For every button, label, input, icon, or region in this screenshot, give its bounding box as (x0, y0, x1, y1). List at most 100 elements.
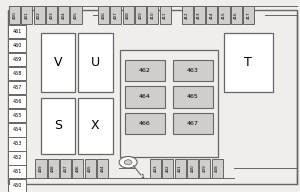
Text: 448: 448 (51, 165, 55, 172)
Text: 441: 441 (178, 165, 182, 172)
Bar (194, 6, 205, 24)
Bar (8, 179, 26, 192)
Text: 452: 452 (12, 155, 22, 161)
Bar (8, 95, 26, 108)
Text: 412: 412 (185, 11, 189, 19)
Bar (182, 6, 193, 24)
Text: 1: 1 (141, 174, 144, 179)
Text: 401: 401 (25, 11, 29, 19)
Bar (160, 6, 171, 24)
Text: 451: 451 (12, 169, 22, 175)
Text: X: X (91, 119, 100, 132)
Text: 457: 457 (12, 85, 22, 90)
Text: 406: 406 (102, 11, 106, 19)
Text: 411: 411 (163, 11, 167, 19)
Text: 463: 463 (187, 68, 199, 73)
Bar (187, 159, 198, 178)
Bar (35, 159, 46, 178)
Text: 459: 459 (13, 57, 22, 62)
Bar (8, 81, 26, 94)
Text: 443: 443 (154, 165, 158, 172)
Text: 410: 410 (151, 11, 155, 19)
Text: 440: 440 (190, 165, 194, 172)
Text: 461: 461 (12, 29, 22, 34)
Bar (85, 159, 96, 178)
Text: S: S (54, 119, 62, 132)
Bar (162, 159, 173, 178)
Bar (8, 137, 26, 151)
Bar (124, 60, 165, 81)
Bar (123, 6, 134, 24)
Text: 413: 413 (197, 11, 201, 19)
Text: 456: 456 (12, 99, 22, 104)
Text: V: V (53, 56, 62, 69)
Bar (172, 86, 213, 108)
Text: 407: 407 (114, 11, 118, 19)
Bar (150, 159, 161, 178)
Bar (8, 123, 26, 137)
Text: 439: 439 (203, 165, 207, 172)
Bar (135, 6, 146, 24)
Text: 447: 447 (64, 165, 68, 172)
Bar (110, 6, 122, 24)
Text: 408: 408 (126, 11, 130, 19)
Bar (243, 6, 254, 24)
Bar (206, 6, 217, 24)
Bar (8, 25, 26, 38)
Bar (8, 151, 26, 165)
Bar (34, 6, 45, 24)
Text: 458: 458 (12, 71, 22, 76)
Bar (98, 6, 109, 24)
Text: 442: 442 (166, 165, 170, 172)
Bar (9, 6, 20, 24)
Text: 446: 446 (76, 165, 80, 172)
Bar (72, 159, 83, 178)
Bar (8, 165, 26, 179)
Bar (199, 159, 210, 178)
Text: U: U (91, 56, 100, 69)
Text: 453: 453 (12, 141, 22, 146)
Text: 450: 450 (12, 183, 22, 189)
Text: 405: 405 (74, 11, 78, 19)
Bar (224, 33, 273, 92)
Bar (97, 159, 108, 178)
Bar (58, 6, 69, 24)
Text: 467: 467 (187, 121, 199, 126)
Bar (48, 159, 59, 178)
Bar (40, 33, 75, 92)
Bar (21, 6, 32, 24)
Text: 445: 445 (88, 165, 92, 172)
Text: 404: 404 (62, 11, 66, 19)
Bar (218, 6, 230, 24)
Bar (8, 67, 26, 80)
Bar (212, 159, 223, 178)
Circle shape (119, 156, 137, 168)
Bar (78, 98, 112, 154)
Text: 403: 403 (50, 11, 53, 19)
Text: 416: 416 (234, 11, 238, 19)
Text: 415: 415 (222, 11, 226, 19)
Bar (8, 39, 26, 52)
Text: 449: 449 (39, 165, 43, 172)
Circle shape (124, 160, 132, 165)
Bar (8, 109, 26, 122)
Bar (78, 33, 112, 92)
Text: 444: 444 (100, 165, 104, 172)
Bar (172, 113, 213, 134)
Text: 417: 417 (247, 11, 250, 19)
Bar (60, 159, 71, 178)
Bar (8, 53, 26, 66)
Text: 409: 409 (139, 11, 142, 19)
Text: 464: 464 (139, 94, 151, 99)
Bar (120, 50, 218, 157)
Text: 466: 466 (139, 121, 151, 126)
Text: 455: 455 (12, 113, 22, 118)
Text: 460: 460 (12, 43, 22, 48)
Text: 400: 400 (13, 11, 16, 19)
Bar (147, 6, 158, 24)
Bar (124, 113, 165, 134)
Bar (231, 6, 242, 24)
Bar (46, 6, 57, 24)
Bar (172, 60, 213, 81)
Bar (70, 6, 82, 24)
